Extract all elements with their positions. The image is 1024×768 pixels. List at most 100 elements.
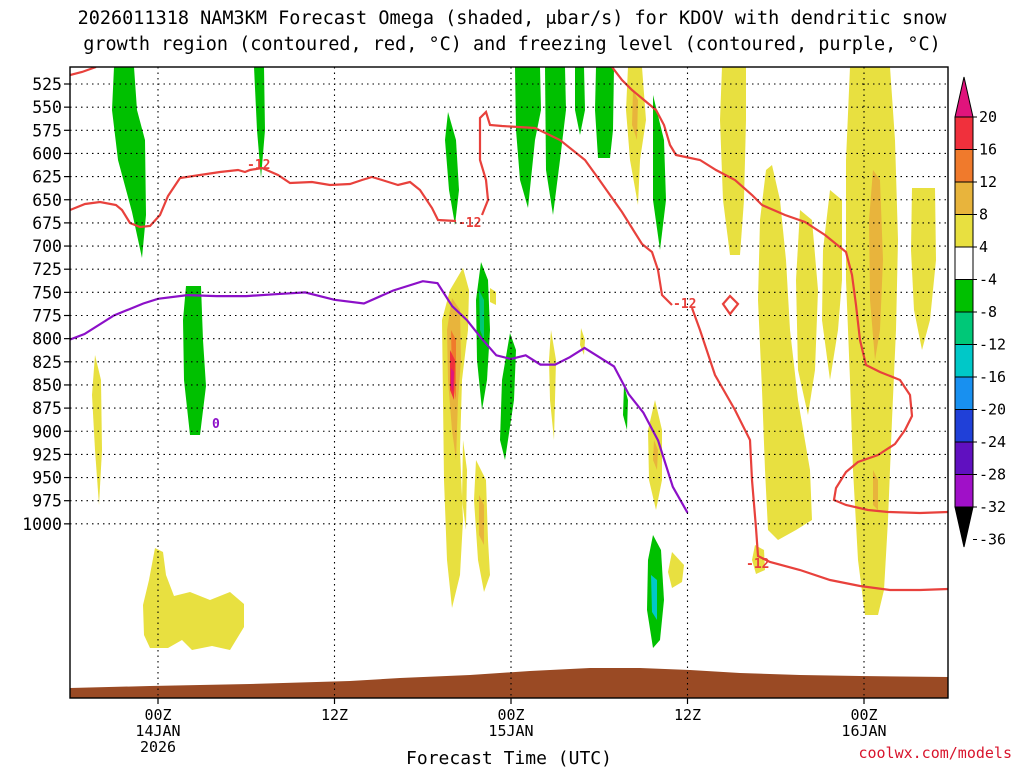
- omega-region-negative: [623, 385, 628, 430]
- omega-region-negative: [653, 95, 666, 250]
- freezing-level-contour: [70, 280, 689, 514]
- colorbar-bin: [954, 149, 974, 183]
- contour-label-snow: -12: [746, 557, 769, 572]
- y-tick-label: 950: [32, 469, 62, 488]
- omega-region-positive: [632, 90, 638, 140]
- y-tick-label: 550: [32, 98, 62, 117]
- x-tick-label: 12Z: [321, 706, 348, 724]
- y-tick-label: 1000: [22, 515, 62, 534]
- colorbar-bin: [954, 344, 974, 378]
- x-tick-label: 00Z: [144, 706, 171, 724]
- dendritic-growth-contour: [478, 109, 673, 306]
- y-tick-label: 800: [32, 330, 62, 349]
- surface-terrain: [70, 668, 948, 698]
- x-tick-label: 14JAN: [135, 722, 180, 740]
- y-tick-label: 825: [32, 353, 62, 372]
- y-tick-label: 650: [32, 191, 62, 210]
- y-tick-label: 575: [32, 121, 62, 140]
- omega-region-positive: [822, 190, 842, 380]
- plot-frame: [69, 66, 949, 699]
- credit-text: coolwx.com/models: [858, 744, 1012, 762]
- colorbar-label: -28: [979, 466, 1006, 484]
- omega-region-positive: [92, 355, 102, 505]
- y-tick-label: 975: [32, 492, 62, 511]
- omega-region-positive: [796, 210, 818, 415]
- y-axis: 525 550 575 600 625 650 675 700 725 750 775 800 825 8…: [22, 75, 70, 534]
- omega-region-positive: [668, 552, 684, 588]
- x-axis-title: Forecast Time (UTC): [406, 748, 612, 768]
- colorbar-bin: [954, 474, 974, 508]
- y-tick-label: 700: [32, 237, 62, 256]
- omega-region-negative: [595, 67, 614, 158]
- x-tick-label: 00Z: [850, 706, 877, 724]
- y-tick-label: 600: [32, 144, 62, 163]
- x-tick-label: 00Z: [497, 706, 524, 724]
- omega-region-negative: [651, 575, 657, 620]
- omega-region-positive: [653, 440, 658, 470]
- colorbar-label: 16: [979, 141, 997, 159]
- dendritic-growth-contour: [70, 67, 457, 229]
- y-tick-label: 850: [32, 376, 62, 395]
- omega-region-positive: [846, 67, 898, 615]
- colorbar-label: -4: [979, 271, 997, 289]
- x-tick-label: 2026: [140, 738, 176, 756]
- omega-region-positive: [720, 67, 746, 255]
- colorbar-label: 4: [979, 238, 988, 256]
- y-tick-label: 725: [32, 260, 62, 279]
- y-tick-label: 625: [32, 168, 62, 187]
- omega-region-negative: [515, 67, 541, 208]
- colorbar-label: -36: [979, 531, 1006, 549]
- dendritic-growth-contour: [690, 307, 948, 592]
- x-tick-label: 15JAN: [488, 722, 533, 740]
- colorbar-bin: [954, 279, 974, 313]
- colorbar-bin: [954, 181, 974, 215]
- dendritic-growth-contour: [721, 294, 740, 316]
- omega-region-negative: [575, 67, 585, 135]
- contour-label-snow: -12: [673, 297, 696, 312]
- colorbar-label: -24: [979, 433, 1006, 451]
- colorbar-bin: [954, 214, 974, 248]
- omega-region-positive: [752, 545, 765, 574]
- colorbar-bin: [954, 311, 974, 345]
- y-tick-label: 525: [32, 75, 62, 94]
- colorbar-bin: [954, 246, 974, 280]
- chart-title-line2: growth region (contoured, red, °C) and f…: [83, 34, 941, 55]
- omega-region-negative: [545, 67, 566, 215]
- colorbar-label: 20: [979, 108, 997, 126]
- y-tick-label: 750: [32, 283, 62, 302]
- x-tick-label: 16JAN: [841, 722, 886, 740]
- colorbar: 20 16 12 8 4 -4 -8 -12 -16 -20 -24 -28 -32 -36: [954, 76, 1006, 549]
- gridlines: [70, 67, 948, 698]
- x-tick-label: 12Z: [674, 706, 701, 724]
- omega-region-negative: [183, 286, 206, 435]
- contour-label-snow: -12: [247, 158, 270, 173]
- chart-title-line1: 2026011318 NAM3KM Forecast Omega (shaded…: [78, 8, 948, 29]
- y-tick-label: 675: [32, 214, 62, 233]
- y-tick-label: 900: [32, 422, 62, 441]
- colorbar-top-arrow: [954, 76, 974, 118]
- colorbar-label: -20: [979, 401, 1006, 419]
- omega-region-negative: [500, 333, 516, 460]
- y-tick-label: 875: [32, 399, 62, 418]
- colorbar-label: -12: [979, 336, 1006, 354]
- omega-region-positive: [143, 548, 244, 650]
- omega-region-negative: [479, 290, 484, 340]
- omega-region-positive: [873, 470, 878, 510]
- omega-region-positive: [549, 330, 556, 440]
- colorbar-label: 8: [979, 206, 988, 224]
- contour-label-snow: -12: [458, 216, 481, 231]
- omega-region-negative: [112, 67, 146, 258]
- colorbar-bin: [954, 376, 974, 410]
- omega-region-positive: [758, 165, 812, 540]
- omega-region-negative: [445, 112, 459, 225]
- y-tick-label: 775: [32, 307, 62, 326]
- y-tick-label: 925: [32, 445, 62, 464]
- omega-region-positive: [479, 495, 484, 545]
- colorbar-bin: [954, 409, 974, 443]
- colorbar-label: -32: [979, 498, 1006, 516]
- omega-region-positive: [462, 440, 467, 530]
- colorbar-bottom-arrow: [954, 506, 974, 548]
- dendritic-growth-contour: [611, 67, 948, 515]
